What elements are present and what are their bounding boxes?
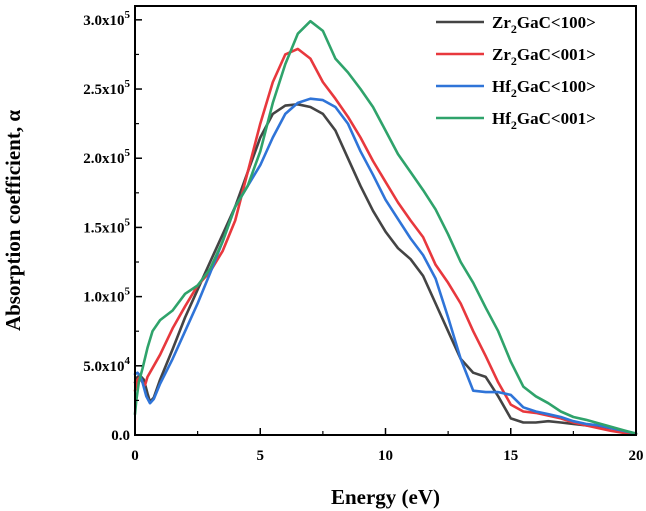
series-layer [133,19,638,436]
y-tick-label: 1.5x105 [83,216,130,236]
y-tick-label: 3.0x105 [83,9,130,29]
x-tick-label: 0 [131,448,139,464]
x-tick-label: 20 [629,448,644,464]
legend: Zr2GaC<100> Zr2GaC<001> Hf2GaC<100> Hf2GaC<… [436,13,596,132]
plot-frame [134,5,637,436]
y-axis-title: Absorption coefficient, α [1,110,25,331]
series-line-3 [133,19,638,435]
y-tick-label: 5.0x104 [83,355,130,375]
series-line-2 [133,97,638,435]
series-line-1 [133,47,638,436]
y-tick-label: 1.0x105 [83,286,130,306]
y-tick-label: 2.5x105 [83,78,130,98]
y-tick-label: 2.0x105 [83,147,130,167]
legend-label-0: Zr2GaC<100> [492,13,596,36]
series-line-0 [133,103,638,435]
x-tick-label: 15 [503,448,518,464]
x-tick-label: 5 [257,448,265,464]
ticks-layer: 0 5 10 15 20 0.0 5.0x104 1.0x105 1.5x105 2.0x105 2… [83,9,643,464]
x-tick-label: 10 [378,448,393,464]
x-axis-title: Energy (eV) [331,485,440,509]
legend-label-3: Hf2GaC<001> [492,109,596,132]
y-tick-label: 0.0 [111,428,130,444]
legend-label-1: Zr2GaC<001> [492,45,596,68]
legend-label-2: Hf2GaC<100> [492,77,596,100]
